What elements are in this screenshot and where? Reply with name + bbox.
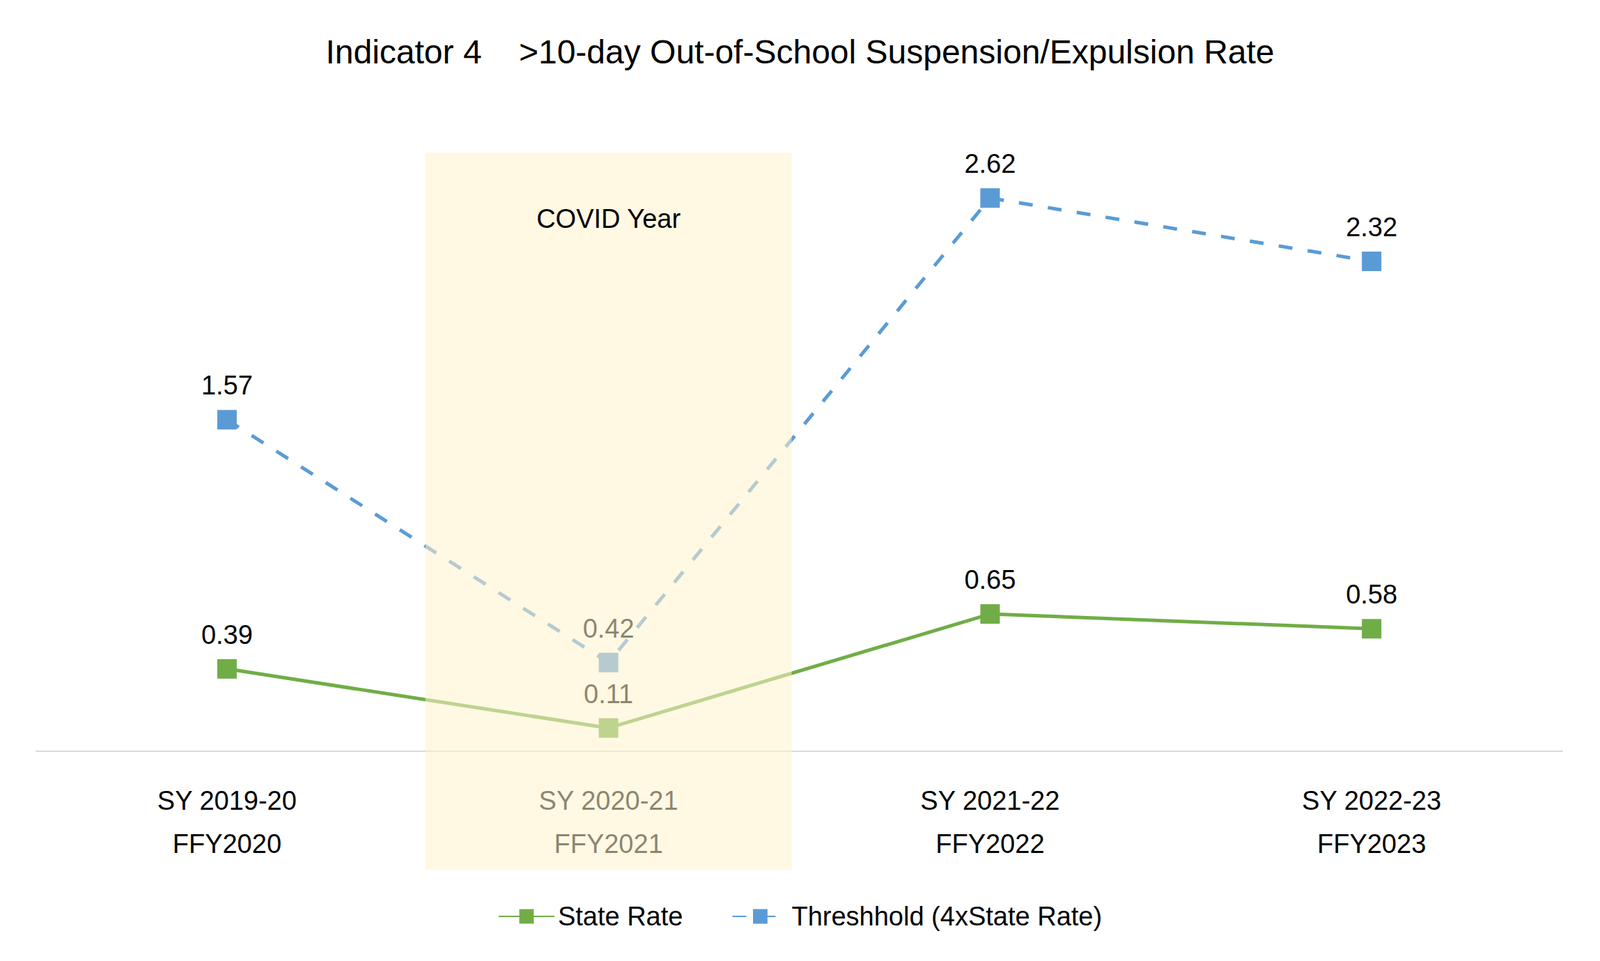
svg-text:FFY2022: FFY2022 [935, 828, 1045, 859]
svg-text:SY 2021-22: SY 2021-22 [920, 785, 1060, 815]
svg-text:0.39: 0.39 [201, 619, 253, 650]
svg-text:2.32: 2.32 [1345, 212, 1398, 242]
svg-text:1.57: 1.57 [201, 370, 253, 400]
svg-text:Indicator 4 >10-day Out-of-: Indicator 4 >10-day Out-of-School Suspen… [325, 33, 1275, 71]
svg-text:2.62: 2.62 [964, 149, 1016, 179]
svg-text:COVID Year: COVID Year [536, 204, 681, 234]
svg-text:FFY2020: FFY2020 [172, 828, 282, 859]
svg-text:0.58: 0.58 [1345, 579, 1398, 609]
svg-text:SY 2019-20: SY 2019-20 [157, 785, 297, 815]
svg-text:Threshhold (4xState Rate): Threshhold (4xState Rate) [791, 901, 1102, 931]
svg-text:SY 2022-23: SY 2022-23 [1301, 785, 1442, 815]
svg-text:0.65: 0.65 [964, 564, 1016, 595]
svg-text:FFY2023: FFY2023 [1317, 828, 1426, 859]
svg-text:State Rate: State Rate [557, 901, 684, 931]
